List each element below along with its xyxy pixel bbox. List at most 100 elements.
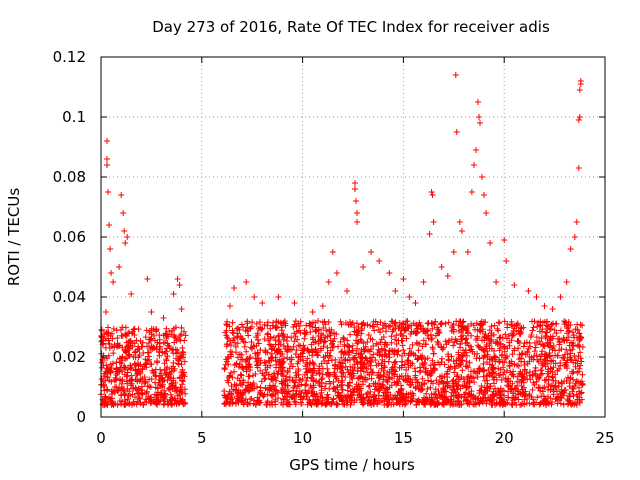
data-point (533, 399, 540, 406)
data-point (272, 383, 279, 390)
data-point (133, 372, 140, 379)
data-point (452, 378, 459, 385)
data-point (143, 360, 150, 367)
data-point (347, 371, 354, 377)
data-point (181, 337, 188, 344)
data-point (346, 344, 353, 351)
data-point (493, 354, 499, 361)
data-point (318, 383, 325, 390)
data-point (480, 347, 487, 354)
data-point (521, 358, 528, 365)
data-point (518, 401, 525, 408)
data-point (444, 398, 451, 405)
data-point (364, 390, 371, 396)
data-point (353, 350, 360, 357)
data-point (475, 99, 481, 105)
data-point (375, 380, 381, 387)
data-point (104, 330, 111, 337)
data-point (146, 329, 153, 336)
data-point (500, 371, 507, 378)
data-point (388, 339, 395, 346)
data-point (181, 386, 188, 393)
data-point (522, 351, 529, 358)
data-point (273, 325, 280, 332)
data-point (403, 335, 410, 342)
data-point (546, 336, 553, 343)
data-point (264, 322, 271, 329)
data-point (284, 382, 291, 389)
data-point (124, 343, 130, 350)
data-point (275, 319, 282, 326)
data-point (557, 327, 564, 334)
data-point (464, 400, 471, 407)
data-point (280, 331, 287, 338)
data-point (497, 345, 503, 352)
data-point (234, 340, 241, 347)
data-point (161, 377, 168, 384)
data-point (261, 321, 268, 328)
data-point (386, 374, 393, 381)
data-point (382, 347, 389, 354)
data-point (456, 376, 463, 383)
data-point (366, 371, 373, 378)
data-point (412, 372, 419, 379)
data-point (138, 343, 145, 350)
data-point (447, 363, 454, 370)
data-point (377, 329, 384, 336)
data-point (478, 322, 485, 329)
data-point (458, 228, 465, 234)
data-point (308, 375, 315, 382)
data-point (248, 339, 255, 345)
data-point (240, 401, 247, 408)
data-point (576, 337, 583, 344)
data-point (312, 393, 319, 400)
data-point (371, 386, 378, 393)
data-point (381, 371, 388, 378)
data-point (306, 399, 313, 406)
data-point (423, 390, 430, 397)
data-point (119, 344, 126, 351)
data-point (152, 379, 159, 386)
data-point (137, 370, 144, 377)
data-point (574, 341, 581, 348)
data-point (161, 393, 168, 400)
data-point (529, 318, 535, 325)
data-point (124, 396, 131, 403)
data-point (170, 359, 177, 366)
data-point (400, 276, 407, 282)
data-point (474, 333, 481, 340)
data-point (416, 340, 423, 347)
data-point (333, 270, 340, 276)
data-point (412, 300, 419, 306)
data-point (236, 377, 243, 384)
data-point (465, 323, 471, 330)
data-point (406, 294, 413, 300)
data-point (105, 324, 112, 331)
data-point (443, 341, 450, 348)
data-point (354, 340, 361, 347)
data-point (451, 388, 458, 394)
data-point (565, 334, 572, 341)
data-point (254, 361, 261, 368)
data-point (289, 377, 296, 383)
data-point (107, 370, 114, 376)
data-point (292, 399, 299, 406)
data-point (112, 376, 119, 383)
data-point (579, 371, 586, 378)
data-point (403, 366, 410, 373)
data-point (338, 397, 345, 404)
data-point (315, 326, 322, 333)
data-point (380, 367, 387, 374)
data-point (405, 325, 412, 332)
data-point (239, 397, 246, 404)
data-point (330, 379, 337, 385)
data-point (278, 387, 285, 394)
data-point (348, 399, 355, 406)
data-point (490, 376, 497, 383)
data-point (549, 346, 556, 353)
data-point (501, 318, 508, 325)
data-point (269, 393, 276, 400)
data-point (364, 339, 371, 345)
data-point (310, 365, 317, 372)
data-point (102, 335, 109, 342)
